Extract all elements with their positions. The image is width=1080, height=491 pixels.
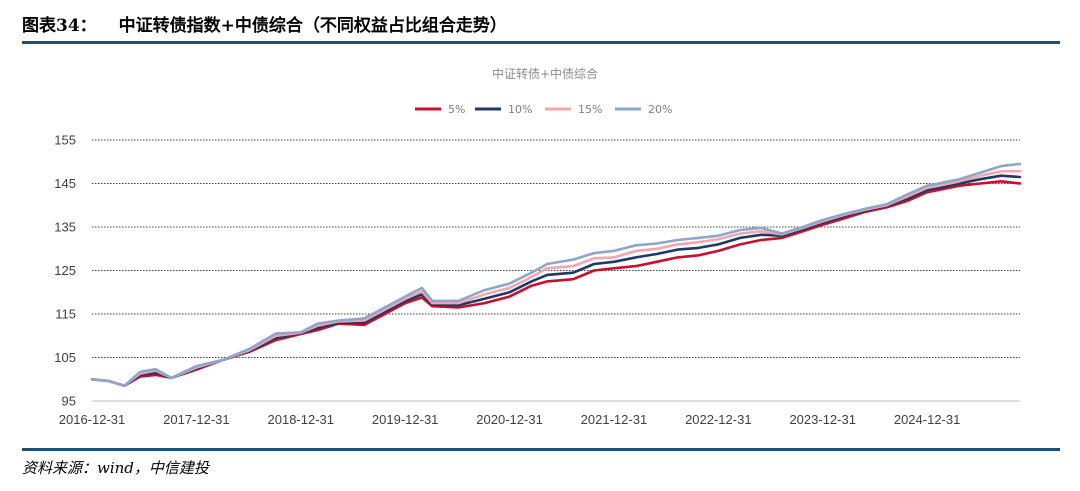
y-tick-label: 115: [55, 307, 76, 322]
y-tick-label: 135: [54, 220, 76, 235]
x-tick-label: 2020-12-31: [476, 412, 543, 427]
y-tick-label: 125: [54, 263, 76, 278]
header-divider: [22, 41, 1060, 44]
y-tick-label: 95: [62, 394, 76, 409]
legend-label: 5%: [448, 103, 465, 116]
footer-divider: [22, 448, 1060, 451]
chart-grid: [92, 139, 1020, 358]
x-tick-label: 2024-12-31: [894, 412, 961, 427]
series-line-20pct: [90, 162, 1022, 388]
y-tick-label: 145: [54, 176, 76, 191]
y-tick-label: 105: [54, 350, 76, 365]
source-note: 资料来源：wind，中信建投: [22, 459, 209, 477]
figure-title: 中证转债指数+中债综合（不同权益占比组合走势）: [118, 15, 507, 36]
x-tick-label: 2021-12-31: [581, 412, 648, 427]
x-tick-label: 2018-12-31: [268, 412, 335, 427]
x-tick-label: 2023-12-31: [789, 412, 856, 427]
chart-series: [90, 162, 1022, 388]
legend-label: 10%: [508, 103, 532, 116]
series-line-15pct: [90, 170, 1022, 388]
legend-label: 15%: [578, 103, 602, 116]
figure-header: 图表34： 中证转债指数+中债综合（不同权益占比组合走势）: [22, 8, 507, 38]
chart-title: 中证转债+中债综合: [492, 66, 598, 81]
figure-number: 图表34：: [22, 15, 97, 36]
x-tick-label: 2016-12-31: [59, 412, 126, 427]
legend-label: 20%: [648, 103, 672, 116]
chart-axes: 95 105 115 125 135 145 155 2016-12-31 2017-12-31…: [54, 133, 1020, 427]
chart-legend: 5% 10% 15% 20%: [415, 103, 672, 116]
x-tick-label: 2019-12-31: [372, 412, 439, 427]
y-tick-label: 155: [54, 133, 76, 148]
x-tick-label: 2022-12-31: [685, 412, 752, 427]
x-tick-label: 2017-12-31: [163, 412, 230, 427]
